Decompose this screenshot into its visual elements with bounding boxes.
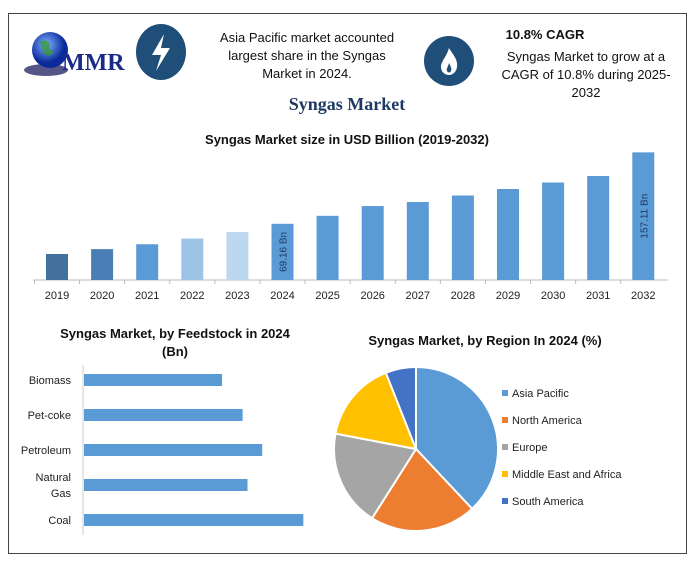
x-tick-label: 2030	[541, 290, 565, 302]
x-tick-label: 2020	[90, 290, 114, 302]
pie-slice-europe	[333, 432, 418, 520]
x-tick-label: 2027	[406, 290, 430, 302]
x-tick-label: 2029	[496, 290, 520, 302]
globe-icon	[24, 32, 68, 76]
bar-Petroleum	[84, 444, 263, 456]
pie-slice-north-america	[370, 447, 474, 532]
bar-Coal	[84, 514, 304, 526]
bar-2020	[91, 249, 114, 280]
legend-swatch	[502, 444, 508, 450]
bar-Biomass	[84, 374, 223, 386]
x-tick-label: 2022	[180, 290, 204, 302]
bar-Natural Gas	[84, 479, 248, 491]
bar-2031	[587, 176, 610, 280]
legend-swatch	[502, 498, 508, 504]
category-label: Pet-coke	[28, 410, 71, 422]
category-label: Natural	[36, 472, 71, 484]
x-tick-label: 2026	[360, 290, 384, 302]
x-tick-label: 2019	[45, 290, 69, 302]
region-chart-title: Syngas Market, by Region In 2024 (%)	[368, 333, 602, 348]
logo-text: MMR	[62, 50, 125, 76]
category-label: Biomass	[29, 375, 72, 387]
x-tick-label: 2032	[631, 290, 655, 302]
x-tick-label: 2024	[270, 290, 294, 302]
bar-2025	[316, 215, 339, 280]
x-tick-label: 2025	[315, 290, 339, 302]
flame-icon	[424, 36, 474, 86]
cagr-text: Syngas Market to grow at a CAGR of 10.8%…	[501, 49, 671, 100]
x-tick-label: 2028	[451, 290, 475, 302]
bar-2019	[46, 254, 68, 280]
legend-label: South America	[512, 496, 584, 508]
legend-label: North America	[512, 415, 583, 427]
x-tick-label: 2031	[586, 290, 610, 302]
bar-2030	[542, 182, 565, 280]
legend-label: Middle East and Africa	[512, 469, 622, 481]
pie-slice-middle-east-and-africa	[334, 371, 418, 451]
bar-2029	[497, 189, 519, 280]
x-tick-label: 2021	[135, 290, 159, 302]
bar-2021	[136, 244, 159, 280]
legend-swatch	[502, 471, 508, 477]
bar-2027	[406, 202, 429, 280]
bar-2026	[361, 206, 384, 280]
bar-2028	[451, 195, 474, 280]
bar-Pet-coke	[84, 409, 243, 421]
pie-slice-asia-pacific	[415, 365, 499, 511]
main-title: Syngas Market	[288, 94, 406, 114]
category-label: Gas	[51, 488, 72, 500]
x-tick-label: 2023	[225, 290, 249, 302]
bar-2023	[226, 232, 249, 280]
market-size-chart: 2019 2020 2021 2022 2023 2024 69.16 Bn 2025 2026…	[33, 152, 668, 302]
feedstock-chart: Biomass Pet-coke Petroleum Natural Gas Coal	[21, 365, 304, 535]
asia-pacific-highlight: Asia Pacific market accounted largest sh…	[219, 30, 395, 81]
frame-border	[8, 13, 687, 554]
category-label: Petroleum	[21, 445, 71, 457]
bar-2022	[181, 238, 204, 280]
pie-slice-south-america	[384, 365, 417, 450]
cagr-title: 10.8% CAGR	[505, 27, 585, 42]
legend-swatch	[502, 390, 508, 396]
mmr-logo: MMR	[22, 28, 132, 83]
category-label: Coal	[48, 515, 71, 527]
data-label-2032: 157.11 Bn	[639, 194, 650, 239]
legend-label: Europe	[512, 442, 547, 454]
legend-swatch	[502, 417, 508, 423]
legend-label: Asia Pacific	[512, 388, 569, 400]
data-label-2024: 69.16 Bn	[279, 232, 290, 272]
region-chart: Asia Pacific North America Europe Middle Ea…	[333, 365, 622, 532]
bar-2032	[632, 152, 655, 280]
feedstock-chart-title: Syngas Market, by Feedstock in 2024 (Bn)	[60, 326, 290, 359]
lightning-bolt-icon	[136, 24, 186, 80]
market-size-chart-title: Syngas Market size in USD Billion (2019-…	[205, 132, 489, 147]
bar-2024	[271, 223, 294, 280]
